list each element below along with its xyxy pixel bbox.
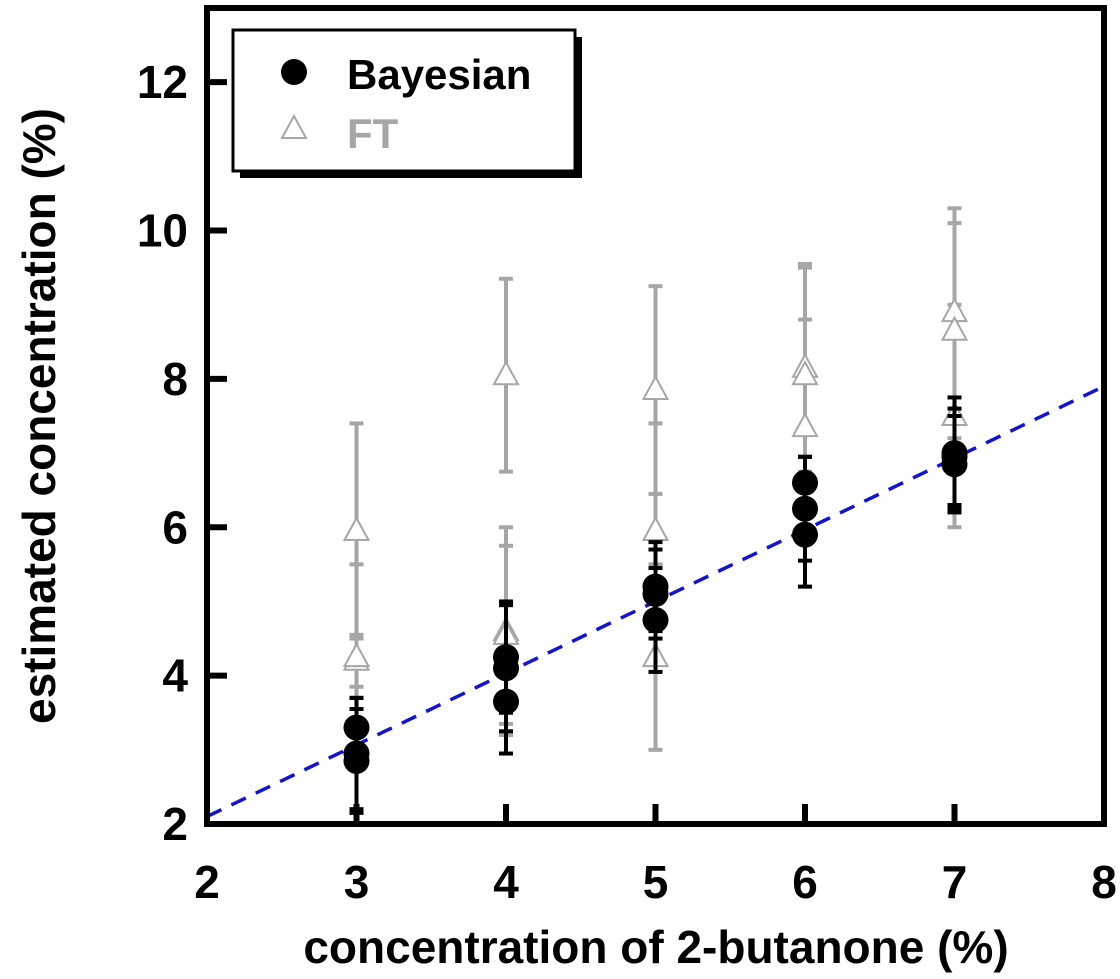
ft-point	[342, 515, 371, 541]
legend-marker-ft	[280, 113, 308, 139]
bayesian-point	[343, 747, 370, 774]
ft-point	[641, 374, 670, 401]
axis-ticks: 2 3 4 5 6 7 8 2 4 6 8 10 12	[137, 56, 1117, 908]
x-tick-label: 5	[643, 856, 669, 908]
legend-marker-bayesian	[281, 59, 307, 85]
bayesian-point	[642, 607, 669, 633]
x-tick-label: 8	[1091, 856, 1117, 908]
y-tick-label: 8	[162, 353, 188, 405]
bayesian-series	[343, 395, 968, 815]
x-tick-label: 4	[493, 856, 519, 908]
x-tick-label: 2	[194, 856, 220, 908]
bayesian-point	[792, 521, 818, 548]
legend-label-bayesian: Bayesian	[347, 51, 531, 98]
bayesian-point	[343, 714, 370, 741]
y-axis-title: estimated concentration (%)	[13, 108, 65, 724]
bayesian-point	[792, 495, 818, 522]
y-tick-label: 10	[137, 205, 188, 257]
bayesian-point	[941, 451, 968, 478]
ft-point	[492, 360, 520, 386]
y-tick-label: 12	[137, 56, 188, 108]
ft-point	[641, 515, 670, 541]
bayesian-point	[493, 688, 519, 715]
y-tick-label: 4	[162, 650, 188, 702]
legend-label-ft: FT	[347, 110, 399, 157]
bayesian-point	[493, 655, 519, 682]
ft-point	[342, 642, 371, 668]
x-tick-label: 7	[942, 856, 968, 908]
y-tick-label: 6	[162, 501, 188, 553]
legend-box	[231, 28, 577, 173]
bayesian-point	[792, 469, 818, 496]
x-tick-label: 3	[344, 856, 370, 908]
legend: Bayesian FT	[231, 28, 582, 178]
bayesian-point	[642, 581, 669, 608]
x-tick-label: 6	[792, 856, 818, 908]
ft-point	[791, 412, 819, 438]
y-tick-label: 2	[162, 798, 188, 850]
x-axis-title: concentration of 2-butanone (%)	[303, 921, 1008, 973]
ft-point	[791, 360, 819, 386]
ft-point	[940, 315, 969, 341]
